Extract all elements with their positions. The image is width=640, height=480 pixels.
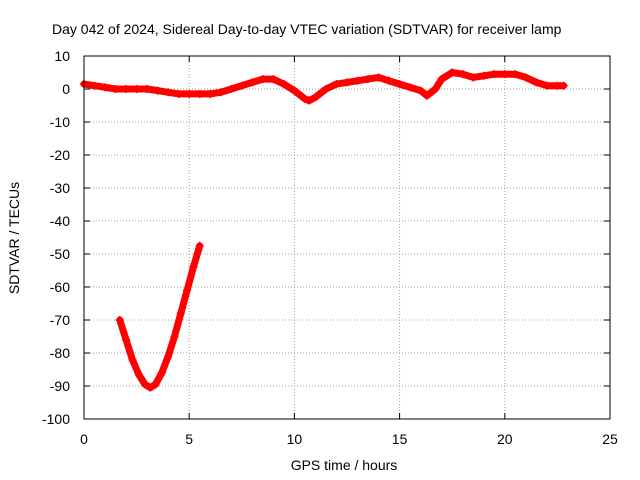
data-point <box>90 81 99 90</box>
data-point <box>189 263 198 272</box>
data-point <box>115 316 124 324</box>
data-point <box>300 94 309 103</box>
data-point <box>164 88 173 97</box>
data-point <box>437 75 446 84</box>
data-point <box>174 89 183 98</box>
y-tick-label: -70 <box>50 312 70 328</box>
data-point <box>122 85 131 93</box>
data-point <box>237 81 246 90</box>
data-point <box>216 88 225 97</box>
data-point <box>353 76 362 85</box>
data-point <box>153 86 162 95</box>
y-tick-label: -40 <box>50 213 70 229</box>
x-axis-label: GPS time / hours <box>291 457 398 473</box>
data-point <box>343 78 351 87</box>
y-tick-label: -60 <box>50 279 70 295</box>
data-point <box>321 85 330 93</box>
data-point <box>185 89 194 98</box>
data-point <box>458 70 467 79</box>
data-point <box>141 380 150 389</box>
data-point <box>479 71 488 80</box>
data-point <box>227 85 236 93</box>
data-point <box>176 309 185 318</box>
data-point <box>122 335 131 344</box>
data-point <box>448 68 457 77</box>
y-tick-label: -50 <box>50 246 70 262</box>
data-point <box>195 241 204 250</box>
data-point <box>195 89 204 98</box>
data-point <box>511 70 520 79</box>
data-point <box>183 286 192 295</box>
y-tick-label: -10 <box>50 114 70 130</box>
data-point <box>134 370 143 379</box>
data-point <box>269 75 278 84</box>
data-point <box>311 93 320 102</box>
data-point <box>364 75 373 84</box>
grid-lines <box>84 56 610 419</box>
data-point <box>500 70 509 79</box>
data-point <box>559 81 568 90</box>
x-tick-label: 15 <box>392 431 408 447</box>
data-point <box>469 73 478 82</box>
data-point <box>416 86 425 95</box>
y-tick-label: 10 <box>54 48 70 64</box>
data-point <box>305 96 314 105</box>
data-point <box>128 355 137 364</box>
data-point <box>248 78 257 87</box>
y-axis-label: SDTVAR / TECUs <box>6 182 22 294</box>
data-point <box>542 81 551 90</box>
series-line-2 <box>116 242 204 392</box>
y-tick-label: -90 <box>50 378 70 394</box>
data-point <box>206 89 215 98</box>
series-layer <box>80 68 568 392</box>
chart-title: Day 042 of 2024, Sidereal Day-to-day VTE… <box>52 21 562 37</box>
data-point <box>157 368 166 377</box>
x-tick-label: 20 <box>497 431 513 447</box>
data-point <box>431 85 440 93</box>
y-tick-label: -30 <box>50 180 70 196</box>
data-point <box>111 85 120 93</box>
plot-frame <box>83 55 611 420</box>
x-tick-label: 5 <box>185 431 193 447</box>
data-point <box>101 83 110 92</box>
axis-ticks <box>83 55 611 420</box>
data-point <box>290 86 299 95</box>
y-tick-label: 0 <box>62 81 70 97</box>
data-point <box>151 380 160 389</box>
data-point <box>279 80 288 89</box>
data-point <box>422 91 431 100</box>
data-point <box>332 80 341 89</box>
data-point <box>164 352 173 361</box>
y-tick-label: -20 <box>50 147 70 163</box>
y-tick-label: -100 <box>42 411 70 427</box>
data-point <box>395 80 404 89</box>
x-tick-label: 10 <box>287 431 303 447</box>
x-tick-label: 25 <box>602 431 618 447</box>
data-point <box>143 85 152 93</box>
data-point <box>132 85 141 93</box>
data-point <box>374 73 383 82</box>
data-point <box>146 383 155 392</box>
data-point <box>258 75 267 84</box>
data-point <box>490 70 499 79</box>
data-point <box>170 332 179 341</box>
data-point <box>521 73 530 82</box>
y-tick-label: -80 <box>50 345 70 361</box>
data-point <box>406 83 415 92</box>
data-point <box>385 76 394 85</box>
axis-tick-labels: 0 5 10 15 20 25 10 0 -10 -20 -30 -40 -50 -60 -70 -80 -90… <box>42 48 618 447</box>
x-tick-label: 0 <box>80 431 88 447</box>
data-point <box>532 78 541 87</box>
